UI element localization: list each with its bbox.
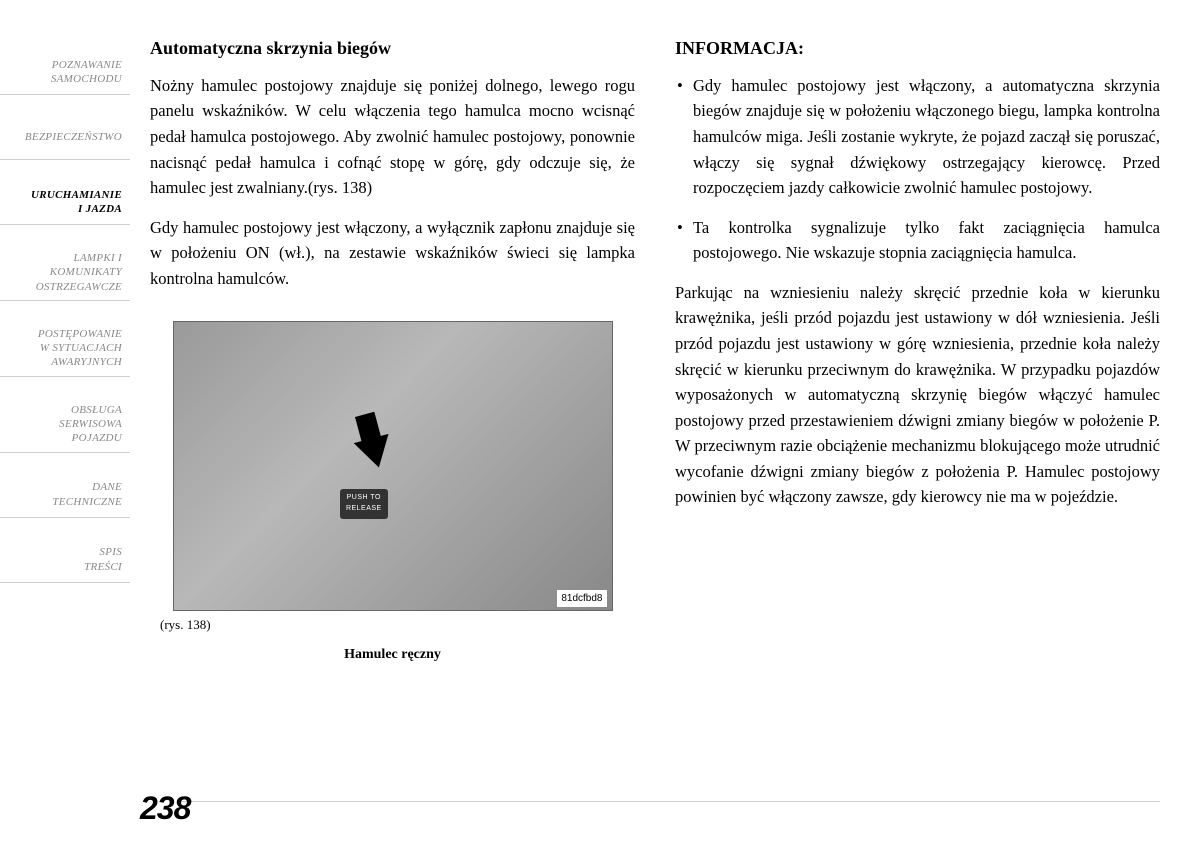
arrow-icon bbox=[354, 433, 397, 471]
info-bullet-1: Gdy hamulec postojowy jest włączony, a a… bbox=[675, 73, 1160, 201]
nav-bezpieczenstwo[interactable]: BEZPIECZEŃSTWO bbox=[0, 115, 130, 160]
right-heading: INFORMACJA: bbox=[675, 35, 1160, 63]
left-paragraph-1: Nożny hamulec postojowy znajduje się pon… bbox=[150, 73, 635, 201]
nav-uruchamianie[interactable]: URUCHAMIANIE I JAZDA bbox=[0, 180, 130, 225]
info-bullet-2: Ta kontrolka sygnalizuje tylko fakt zaci… bbox=[675, 215, 1160, 266]
nav-obsluga[interactable]: OBSŁUGA SERWISOWA POJAZDU bbox=[0, 397, 130, 453]
info-list: Gdy hamulec postojowy jest włączony, a a… bbox=[675, 73, 1160, 266]
left-paragraph-2: Gdy hamulec postojowy jest włączony, a w… bbox=[150, 215, 635, 292]
left-column: Automatyczna skrzynia biegów Nożny hamul… bbox=[150, 35, 635, 827]
figure-block: PUSH TO RELEASE 81dcfbd8 (rys. 138) Hamu… bbox=[150, 321, 635, 665]
right-column: INFORMACJA: Gdy hamulec postojowy jest w… bbox=[675, 35, 1160, 827]
manual-page: POZNAWANIE SAMOCHODU BEZPIECZEŃSTWO URUC… bbox=[0, 0, 1200, 847]
nav-dane[interactable]: DANE TECHNICZNE bbox=[0, 473, 130, 518]
nav-spis[interactable]: SPIS TREŚCI bbox=[0, 538, 130, 583]
figure-image: PUSH TO RELEASE 81dcfbd8 bbox=[173, 321, 613, 611]
nav-poznawanie[interactable]: POZNAWANIE SAMOCHODU bbox=[0, 50, 130, 95]
page-number: 238 bbox=[140, 790, 190, 827]
right-paragraph-1: Parkując na wzniesieniu należy skręcić p… bbox=[675, 280, 1160, 510]
figure-code: 81dcfbd8 bbox=[557, 590, 606, 608]
push-to-release-label: PUSH TO RELEASE bbox=[340, 489, 388, 519]
figure-caption: Hamulec ręczny bbox=[150, 644, 635, 666]
bottom-divider bbox=[180, 801, 1160, 802]
figure-reference: (rys. 138) bbox=[160, 615, 635, 635]
nav-lampki[interactable]: LAMPKI I KOMUNIKATY OSTRZEGAWCZE bbox=[0, 245, 130, 301]
nav-postepowanie[interactable]: POSTĘPOWANIE W SYTUACJACH AWARYJNYCH bbox=[0, 321, 130, 377]
left-heading: Automatyczna skrzynia biegów bbox=[150, 35, 635, 63]
content-area: Automatyczna skrzynia biegów Nożny hamul… bbox=[130, 0, 1200, 847]
section-tabs: POZNAWANIE SAMOCHODU BEZPIECZEŃSTWO URUC… bbox=[0, 0, 130, 847]
